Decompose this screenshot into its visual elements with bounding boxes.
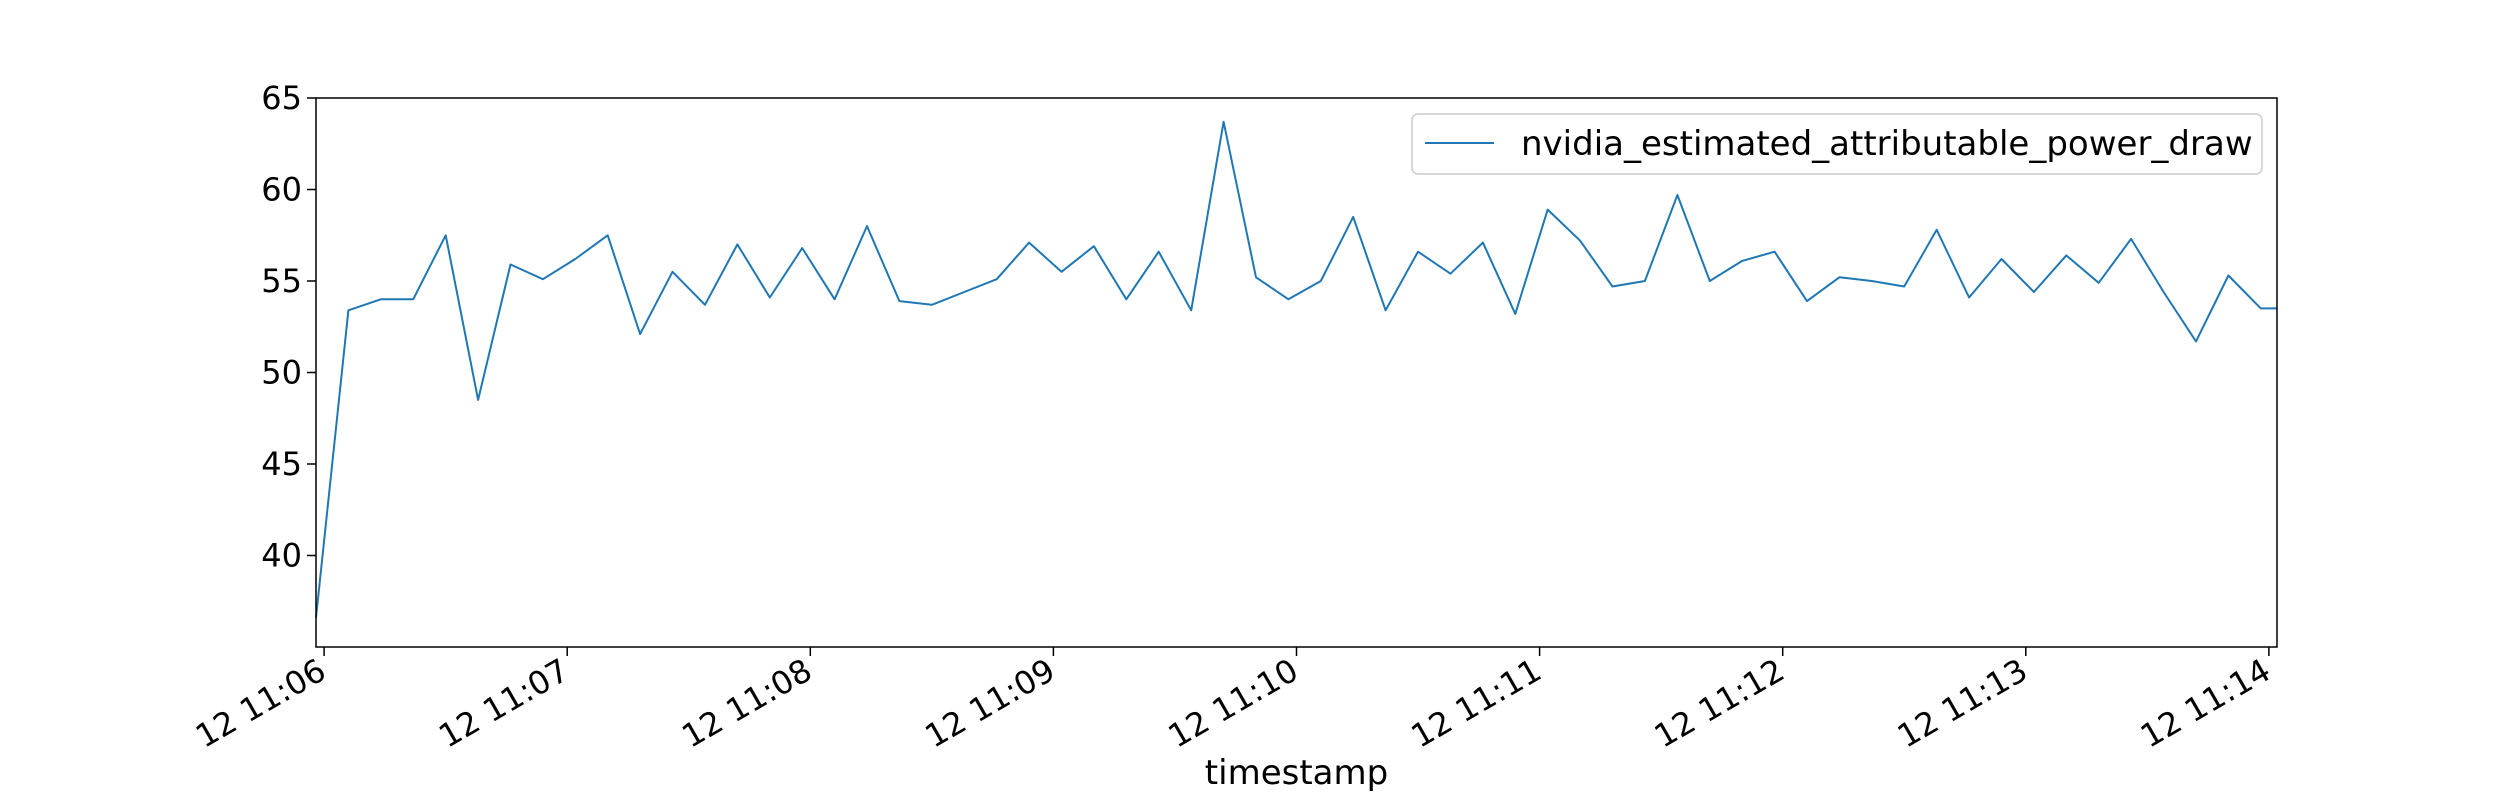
legend-entry: nvidia_estimated_attributable_power_draw bbox=[1521, 124, 2253, 164]
x-tick-label: 12 11:09 bbox=[918, 651, 1061, 755]
y-tick-label: 50 bbox=[261, 354, 302, 392]
legend-box bbox=[1411, 113, 2263, 175]
y-tick-label: 55 bbox=[261, 262, 302, 300]
x-tick-label: 12 11:14 bbox=[2134, 651, 2277, 755]
plot-frame bbox=[315, 97, 2278, 648]
x-tick-label: 12 11:13 bbox=[1891, 651, 2034, 755]
x-tick-label: 12 11:07 bbox=[432, 651, 575, 755]
x-tick-label: 12 11:12 bbox=[1648, 651, 1791, 755]
x-axis-label: timestamp bbox=[1205, 753, 1388, 793]
x-tick-label: 12 11:10 bbox=[1162, 651, 1305, 755]
y-tick-label: 40 bbox=[261, 537, 302, 575]
x-tick-label: 12 11:06 bbox=[189, 651, 332, 755]
x-tick-label: 12 11:11 bbox=[1405, 651, 1548, 755]
y-tick-label: 65 bbox=[261, 79, 302, 117]
y-axis: 40 45 50 55 60 65 bbox=[261, 79, 316, 575]
plot-area bbox=[315, 120, 2277, 618]
series-line-0 bbox=[315, 120, 2277, 618]
y-tick-label: 60 bbox=[261, 171, 302, 209]
y-tick-label: 45 bbox=[261, 445, 302, 483]
x-axis: 12 11:06 12 11:07 12 11:08 12 11:09 12 11:10… bbox=[189, 647, 2277, 755]
legend: nvidia_estimated_attributable_power_draw bbox=[1411, 113, 2263, 175]
x-tick-label: 12 11:08 bbox=[675, 651, 818, 755]
